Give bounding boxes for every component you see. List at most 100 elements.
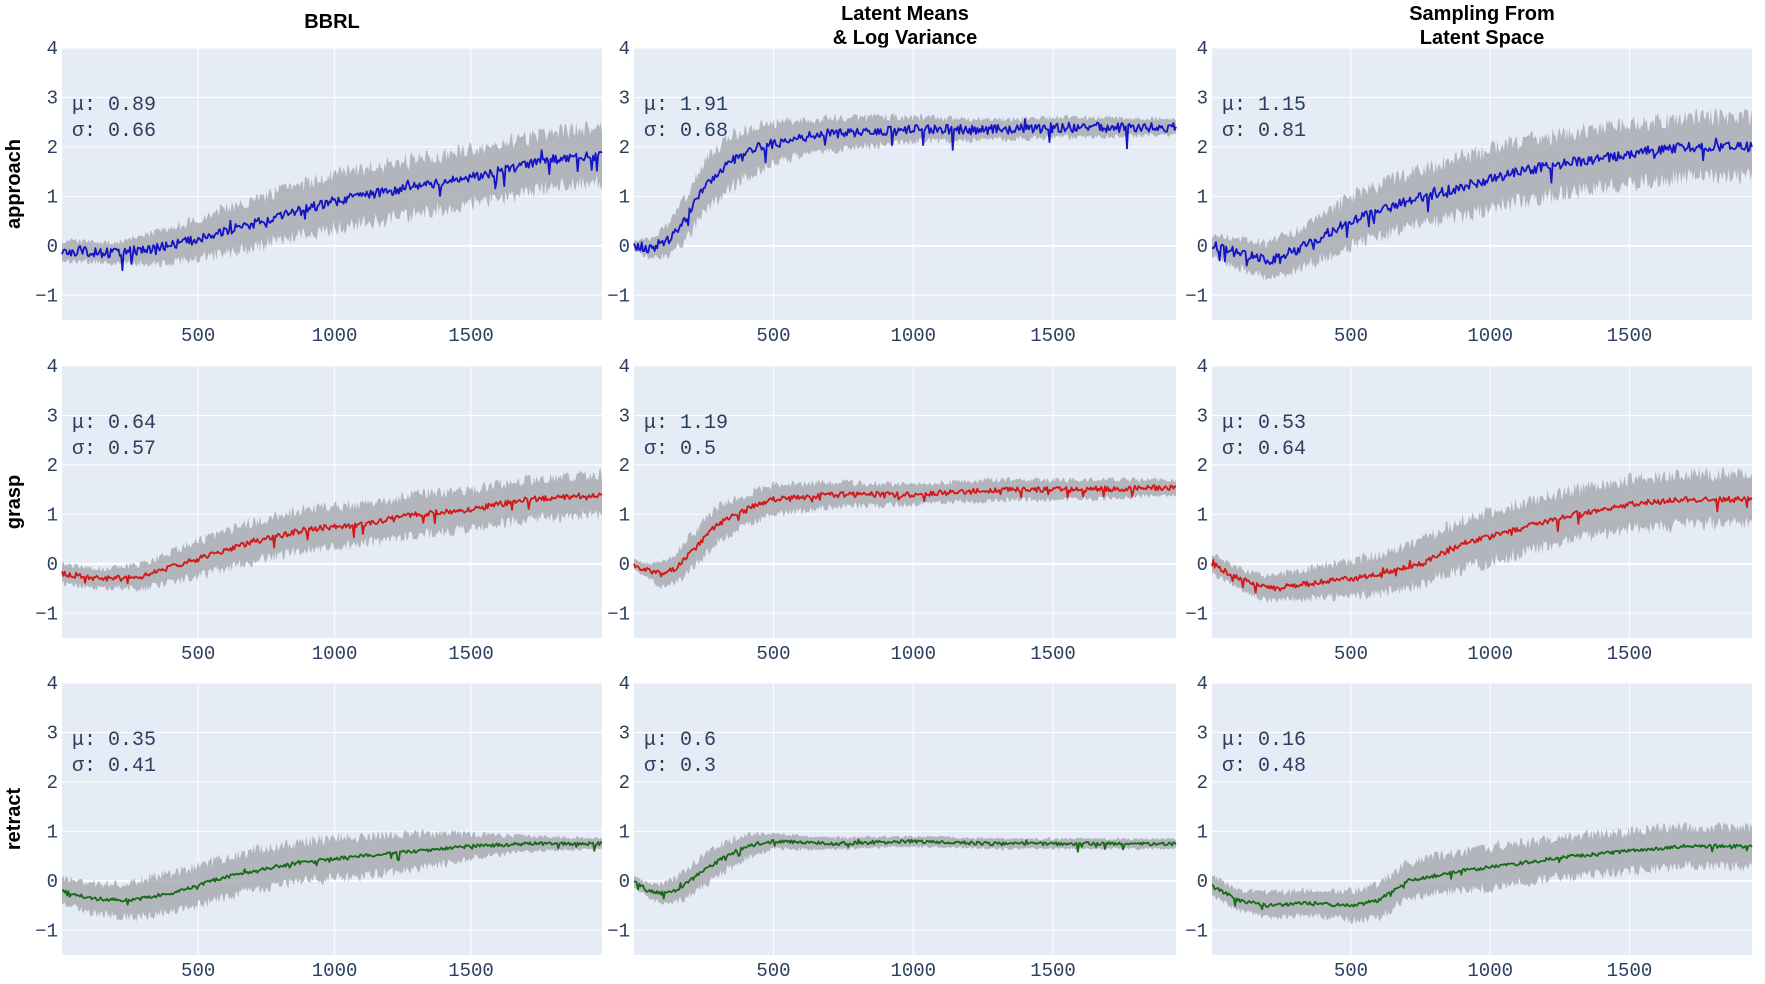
y-tick-label: 2 bbox=[619, 772, 630, 794]
y-tick-label: −1 bbox=[607, 603, 630, 625]
x-tick-label: 1000 bbox=[890, 325, 936, 347]
y-tick-label: 4 bbox=[47, 38, 58, 60]
mean-line bbox=[61, 492, 603, 585]
sigma-annotation: σ: 0.81 bbox=[1222, 120, 1306, 143]
mean-line bbox=[61, 149, 603, 272]
mean-line bbox=[1211, 495, 1753, 594]
x-tick-label: 1500 bbox=[1030, 643, 1076, 665]
subplot-approach-2: −1 0 1 2 3 4 500 1000 1500 μ: 1.15 σ: 0.81 bbox=[1185, 38, 1753, 347]
column-title: BBRL bbox=[304, 11, 360, 33]
x-tick-label: 500 bbox=[1334, 960, 1368, 982]
x-tick-label: 1500 bbox=[1030, 960, 1076, 982]
y-tick-label: 4 bbox=[47, 356, 58, 378]
y-tick-label: 1 bbox=[1197, 186, 1208, 208]
x-tick-label: 1000 bbox=[890, 643, 936, 665]
std-band bbox=[1212, 821, 1752, 925]
y-tick-label: 1 bbox=[619, 821, 630, 843]
y-tick-label: 0 bbox=[619, 236, 630, 258]
sigma-annotation: σ: 0.64 bbox=[1222, 438, 1306, 461]
subplot-grasp-2: −1 0 1 2 3 4 500 1000 1500 μ: 0.53 σ: 0.64 bbox=[1185, 356, 1753, 665]
y-tick-label: 2 bbox=[1197, 772, 1208, 794]
sigma-annotation: σ: 0.48 bbox=[1222, 755, 1306, 778]
y-tick-label: 1 bbox=[47, 186, 58, 208]
y-tick-label: 2 bbox=[619, 137, 630, 159]
y-tick-label: 0 bbox=[1197, 236, 1208, 258]
x-tick-label: 1500 bbox=[448, 643, 494, 665]
row-label: approach bbox=[3, 139, 25, 229]
y-tick-label: 3 bbox=[47, 87, 58, 109]
y-tick-label: 4 bbox=[1197, 356, 1208, 378]
x-tick-label: 1500 bbox=[1607, 643, 1653, 665]
x-tick-label: 500 bbox=[1334, 643, 1368, 665]
x-tick-label: 500 bbox=[756, 643, 790, 665]
y-tick-label: 4 bbox=[619, 673, 630, 695]
y-tick-label: 3 bbox=[47, 405, 58, 427]
x-tick-label: 1500 bbox=[1607, 325, 1653, 347]
x-tick-label: 500 bbox=[181, 325, 215, 347]
y-tick-label: 0 bbox=[619, 554, 630, 576]
y-tick-label: 1 bbox=[619, 186, 630, 208]
sigma-annotation: σ: 0.5 bbox=[644, 438, 716, 461]
y-tick-label: −1 bbox=[607, 920, 630, 942]
y-tick-label: 1 bbox=[1197, 504, 1208, 526]
mu-annotation: μ: 0.89 bbox=[72, 94, 156, 117]
sigma-annotation: σ: 0.68 bbox=[644, 120, 728, 143]
y-tick-label: 0 bbox=[47, 236, 58, 258]
x-tick-label: 1000 bbox=[312, 325, 358, 347]
sigma-annotation: σ: 0.41 bbox=[72, 755, 156, 778]
y-tick-label: 1 bbox=[47, 821, 58, 843]
subplot-approach-1: −1 0 1 2 3 4 500 1000 1500 μ: 1.91 σ: 0.68 bbox=[607, 38, 1177, 347]
y-tick-label: −1 bbox=[35, 920, 58, 942]
x-tick-label: 1000 bbox=[312, 643, 358, 665]
x-tick-label: 1500 bbox=[1607, 960, 1653, 982]
y-tick-label: 2 bbox=[47, 772, 58, 794]
x-tick-label: 1500 bbox=[448, 325, 494, 347]
column-title: Latent Means bbox=[841, 3, 969, 25]
mean-line bbox=[61, 841, 603, 906]
mu-annotation: μ: 0.35 bbox=[72, 729, 156, 752]
mu-annotation: μ: 1.19 bbox=[644, 412, 728, 435]
sigma-annotation: σ: 0.3 bbox=[644, 755, 716, 778]
x-tick-label: 1000 bbox=[312, 960, 358, 982]
std-band bbox=[62, 120, 602, 268]
subplot-retract-2: −1 0 1 2 3 4 500 1000 1500 μ: 0.16 σ: 0.48 bbox=[1185, 673, 1753, 982]
y-tick-label: 3 bbox=[1197, 722, 1208, 744]
mean-line bbox=[1211, 137, 1753, 267]
y-tick-label: 0 bbox=[619, 871, 630, 893]
y-tick-label: 2 bbox=[1197, 455, 1208, 477]
x-tick-label: 500 bbox=[181, 960, 215, 982]
x-tick-label: 1000 bbox=[1467, 325, 1513, 347]
y-tick-label: 4 bbox=[619, 356, 630, 378]
x-tick-label: 1000 bbox=[890, 960, 936, 982]
y-tick-label: 2 bbox=[1197, 137, 1208, 159]
subplot-grasp-1: −1 0 1 2 3 4 500 1000 1500 μ: 1.19 σ: 0.5 bbox=[607, 356, 1177, 665]
std-band bbox=[634, 476, 1176, 590]
plot-area bbox=[62, 683, 602, 955]
x-tick-label: 1500 bbox=[1030, 325, 1076, 347]
sigma-annotation: σ: 0.57 bbox=[72, 438, 156, 461]
y-tick-label: 3 bbox=[1197, 87, 1208, 109]
mu-annotation: μ: 0.16 bbox=[1222, 729, 1306, 752]
y-tick-label: −1 bbox=[35, 603, 58, 625]
y-tick-label: 2 bbox=[619, 455, 630, 477]
x-tick-label: 500 bbox=[181, 643, 215, 665]
x-tick-label: 1000 bbox=[1467, 960, 1513, 982]
y-tick-label: −1 bbox=[1185, 285, 1208, 307]
y-tick-label: 1 bbox=[619, 504, 630, 526]
column-title: & Log Variance bbox=[833, 27, 978, 49]
mean-line bbox=[633, 838, 1177, 900]
y-tick-label: 3 bbox=[1197, 405, 1208, 427]
std-band bbox=[634, 831, 1176, 906]
mu-annotation: μ: 1.15 bbox=[1222, 94, 1306, 117]
subplot-retract-1: −1 0 1 2 3 4 500 1000 1500 μ: 0.6 σ: 0.3 bbox=[607, 673, 1177, 982]
column-title: Sampling From bbox=[1409, 3, 1555, 25]
y-tick-label: 4 bbox=[619, 38, 630, 60]
mean-line bbox=[633, 118, 1177, 254]
y-tick-label: 3 bbox=[619, 405, 630, 427]
x-tick-label: 1500 bbox=[448, 960, 494, 982]
mu-annotation: μ: 1.91 bbox=[644, 94, 728, 117]
mean-line bbox=[633, 484, 1177, 578]
y-tick-label: −1 bbox=[35, 285, 58, 307]
column-title: Latent Space bbox=[1420, 27, 1544, 49]
